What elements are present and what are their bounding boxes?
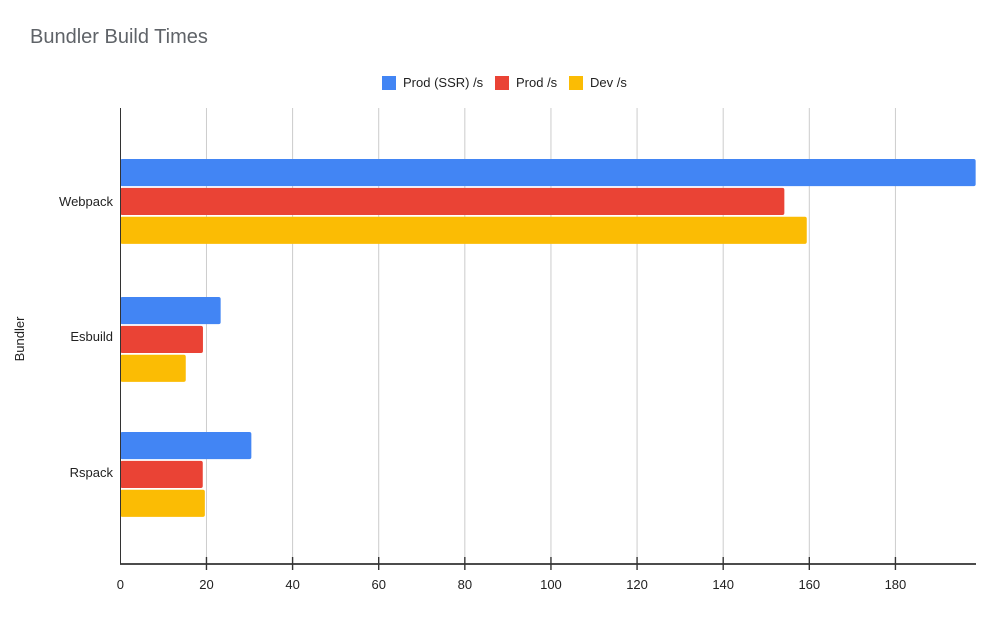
svg-text:80: 80 [458,577,472,592]
svg-text:100: 100 [540,577,562,592]
svg-text:Rspack: Rspack [70,465,114,480]
svg-text:180: 180 [885,577,907,592]
svg-text:120: 120 [626,577,648,592]
svg-text:0: 0 [117,577,124,592]
svg-text:160: 160 [798,577,820,592]
svg-text:40: 40 [285,577,299,592]
svg-text:140: 140 [712,577,734,592]
svg-text:Esbuild: Esbuild [70,329,113,344]
svg-text:Bundler: Bundler [12,316,27,361]
svg-text:Webpack: Webpack [59,194,113,209]
svg-text:20: 20 [199,577,213,592]
svg-text:60: 60 [371,577,385,592]
